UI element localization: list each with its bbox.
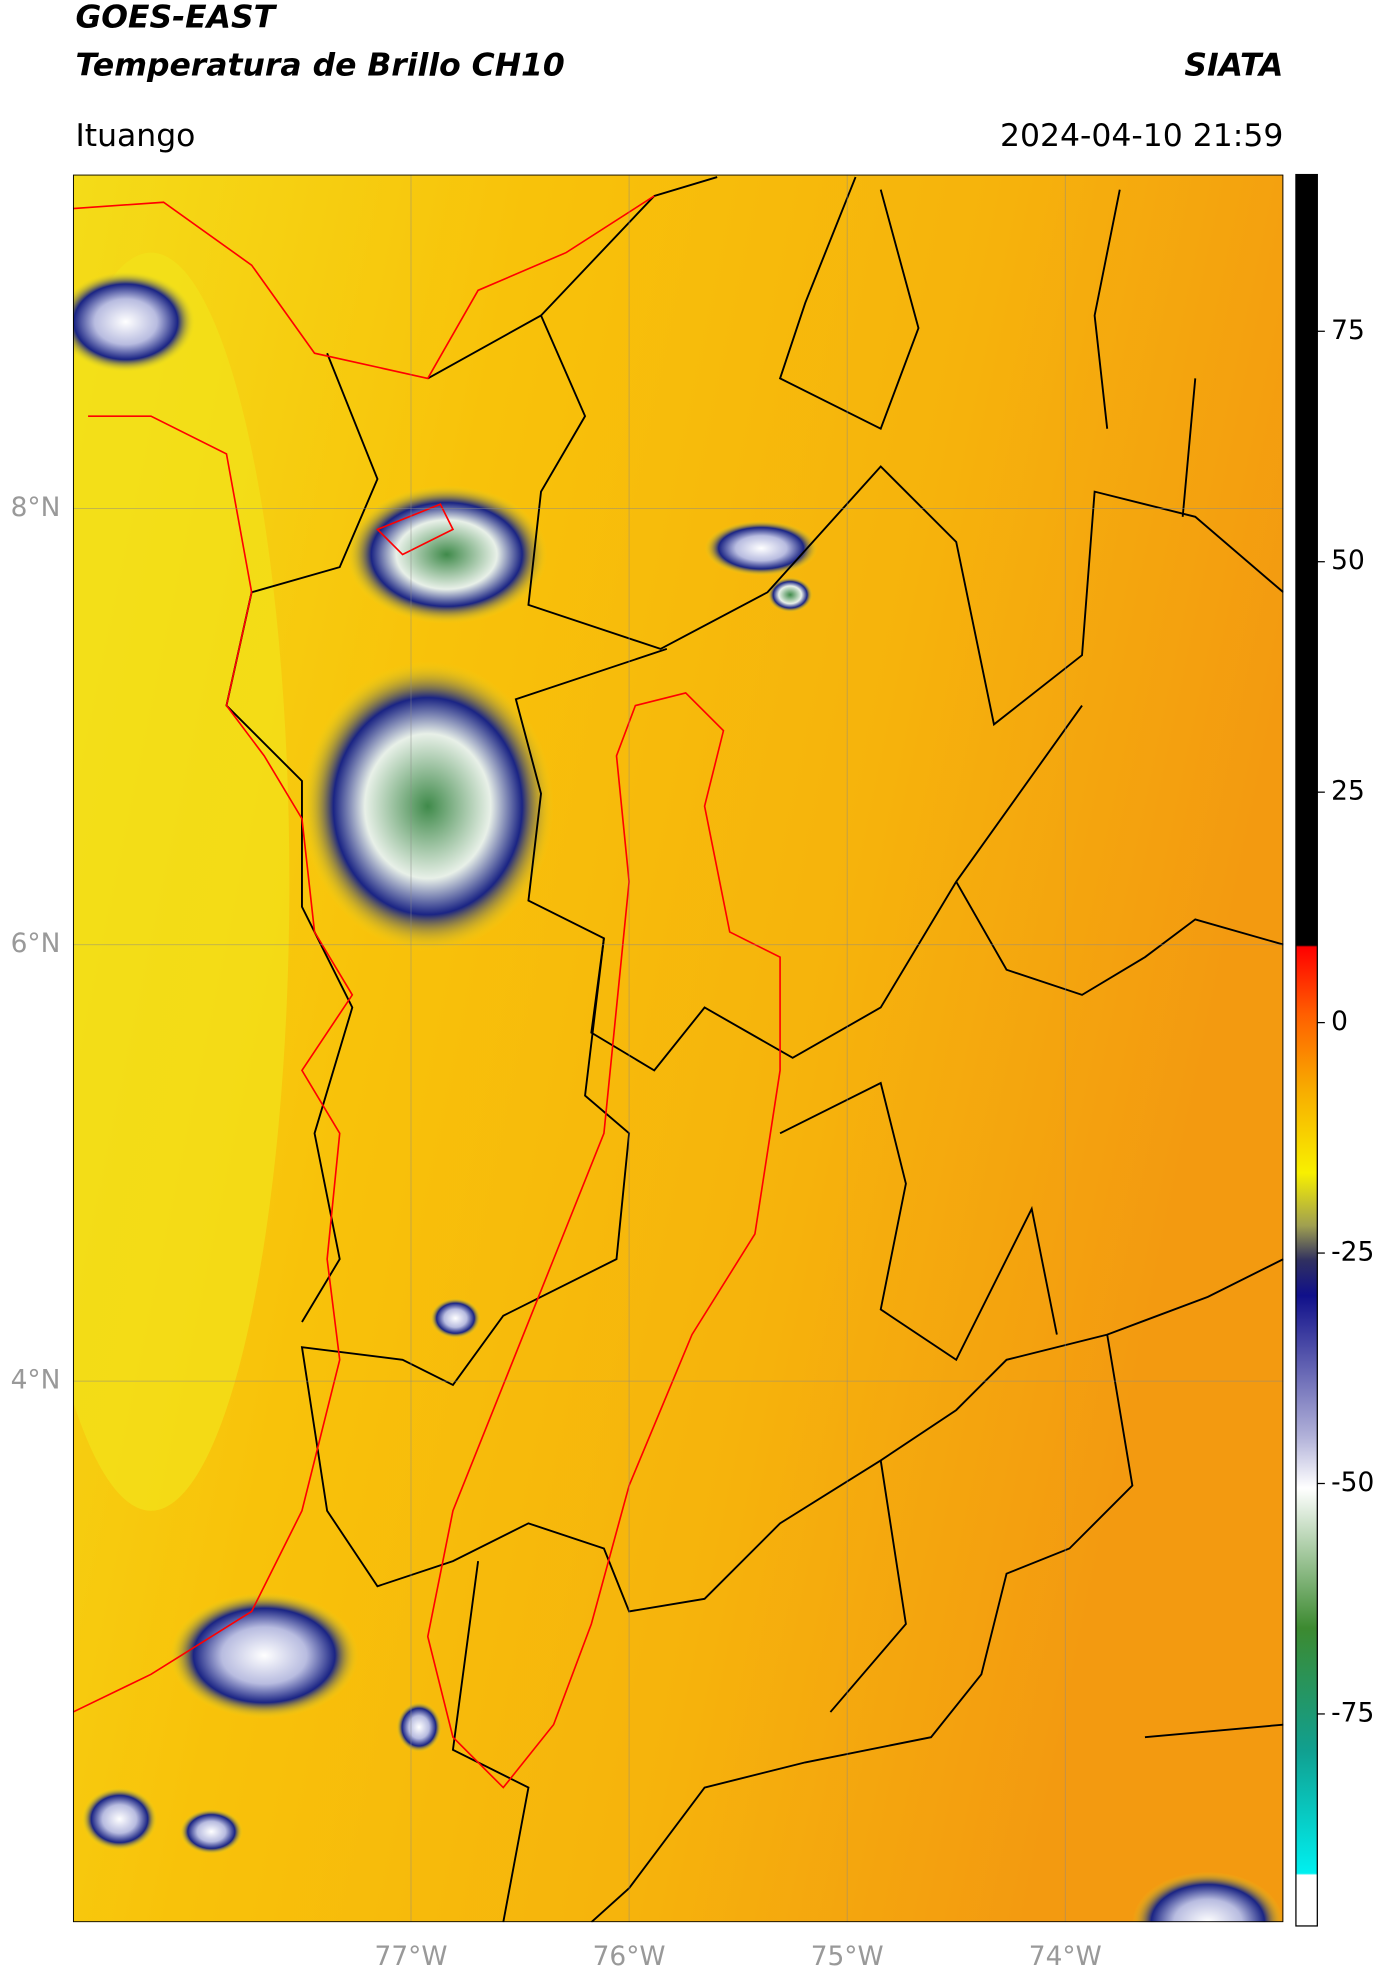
subtitle: Temperatura de Brillo CH10: [75, 47, 564, 83]
coastline: [72, 195, 781, 1789]
x-tick-label: 77°W: [375, 1941, 448, 1972]
colorbar-tick-label: -75: [1331, 1697, 1374, 1728]
cloud: [767, 577, 813, 613]
source: SIATA: [1184, 47, 1283, 83]
x-tick-label: 76°W: [593, 1941, 666, 1972]
y-tick-label: 8°N: [11, 492, 61, 523]
colorbar-tick-label: -25: [1331, 1237, 1374, 1268]
cloud: [72, 271, 195, 373]
grid: [72, 174, 1284, 1923]
colorbar-tick-label: 0: [1331, 1006, 1348, 1037]
title: GOES-EAST: [75, 0, 277, 36]
cloud: [346, 485, 548, 624]
boundaries: [225, 176, 1284, 1923]
cloud: [81, 1787, 158, 1851]
location: Ituango: [75, 118, 195, 154]
axis-labels: 77°W 76°W 75°W 74°W 8°N 6°N 4°N 75 50 25 0 -25 -50 -7…: [11, 315, 1375, 1972]
cloud: [179, 1808, 243, 1855]
cloud: [169, 1592, 359, 1719]
datetime: 2024-04-10 21:59: [1000, 118, 1283, 154]
colorbar-tick-label: -50: [1331, 1467, 1374, 1498]
colorbar-tick-label: 25: [1331, 776, 1365, 807]
cloud-haze: [72, 252, 290, 1511]
cloud: [301, 661, 554, 951]
cloud: [396, 1702, 442, 1753]
cloud: [704, 520, 818, 576]
cloud: [1132, 1871, 1284, 1923]
y-tick-label: 4°N: [11, 1365, 61, 1396]
colorbar: [1295, 173, 1318, 1927]
colorbar-tick-label: 50: [1331, 545, 1365, 576]
colorbar-tick-label: 75: [1331, 315, 1365, 346]
map: [72, 174, 1284, 1923]
y-tick-label: 6°N: [11, 928, 61, 959]
x-tick-label: 75°W: [811, 1941, 884, 1972]
x-tick-label: 74°W: [1029, 1941, 1102, 1972]
cloud: [430, 1298, 481, 1339]
